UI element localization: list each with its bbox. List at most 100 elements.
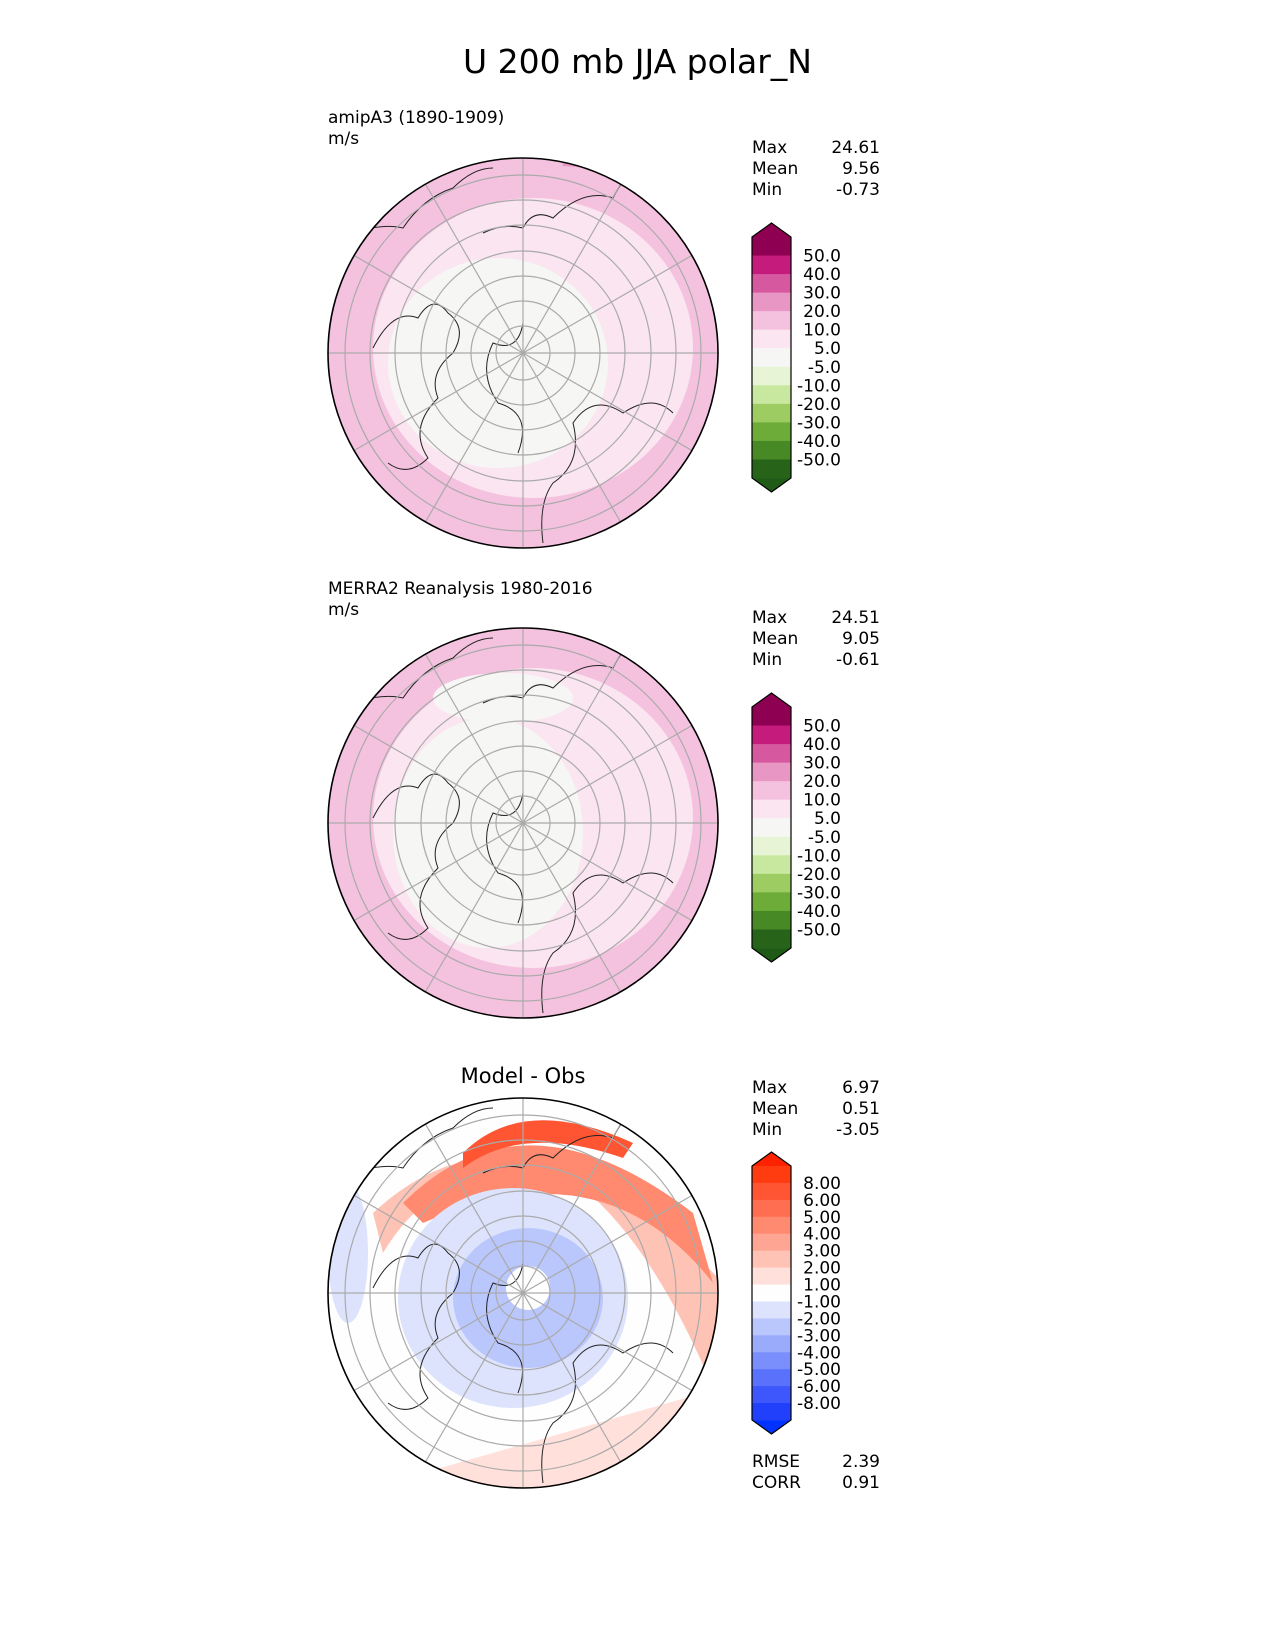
colorbar-segment <box>752 440 791 460</box>
stat-label: Mean <box>752 1099 799 1119</box>
longitude-gridline <box>424 653 622 993</box>
colorbar-segment <box>752 292 791 312</box>
map-boundary <box>327 1097 719 1489</box>
colorbar-outline <box>751 692 792 963</box>
map-fill <box>328 628 718 1018</box>
colorbar-segment <box>752 1199 791 1218</box>
colorbar-panel1: 50.040.030.020.010.05.0-5.0-10.0-20.0-30… <box>751 222 841 493</box>
contour-6-8 <box>463 1120 633 1168</box>
stat-value: 9.05 <box>842 629 880 649</box>
colorbar-outline <box>751 222 792 493</box>
colorbar-tick-label: 5.0 <box>814 809 841 829</box>
colorbar-segment <box>752 1250 791 1269</box>
colorbar-panel3: 8.006.005.004.003.002.001.00-1.00-2.00-3… <box>751 1151 841 1435</box>
colorbar-tick-label: -5.0 <box>808 828 841 848</box>
metric-value: 0.91 <box>842 1473 880 1493</box>
colorbar-segment <box>752 1369 791 1387</box>
colorbar-segment <box>752 1301 791 1319</box>
coastline <box>486 1262 524 1394</box>
colorbar-extend-min <box>752 478 791 492</box>
colorbar-tick-label: 4.00 <box>803 1225 841 1245</box>
stat-label: Min <box>752 650 783 670</box>
colorbar-tick-label: 10.0 <box>803 321 841 341</box>
coastline <box>486 322 524 454</box>
colorbar-tick-label: -40.0 <box>797 432 841 452</box>
stat-value: 24.51 <box>831 608 880 628</box>
metric-label: CORR <box>752 1473 801 1493</box>
colorbar-tick-label: -20.0 <box>797 395 841 415</box>
stat-value: -0.73 <box>836 180 880 200</box>
colorbar-segment <box>752 348 791 368</box>
colorbar-segment <box>752 744 791 764</box>
colorbar-tick-label: 3.00 <box>803 1242 841 1262</box>
contour-neg2-neg1 <box>328 1183 368 1323</box>
panel3-metrics: RMSE 2.39 CORR 0.91 <box>752 1452 880 1494</box>
colorbar-segment <box>752 237 791 257</box>
map-fill <box>328 158 718 548</box>
colorbar-tick-label: 50.0 <box>803 717 841 737</box>
panel1-stats: Max 24.61 Mean 9.56 Min -0.73 <box>752 138 880 201</box>
colorbar-segment <box>752 255 791 275</box>
coastline <box>541 872 674 1014</box>
contour-neg1-1 <box>506 1266 550 1310</box>
colorbar-tick-label: 20.0 <box>803 772 841 792</box>
panel2-name: MERRA2 Reanalysis 1980-2016 <box>328 579 593 599</box>
colorbar-segment <box>752 725 791 745</box>
coastline <box>486 792 524 924</box>
colorbar-tick-label: 5.00 <box>803 1208 841 1228</box>
colorbar-segment <box>752 781 791 801</box>
metric-value: 2.39 <box>842 1452 880 1472</box>
coastline <box>541 402 674 544</box>
colorbar-tick-label: 40.0 <box>803 735 841 755</box>
panel1-header: amipA3 (1890-1909) m/s <box>328 108 504 150</box>
stat-label: Min <box>752 1120 783 1140</box>
colorbar-segment <box>752 1352 791 1370</box>
colorbar-tick-label: -3.00 <box>797 1326 841 1346</box>
colorbar-extend-min <box>752 948 791 962</box>
stat-label: Max <box>752 138 788 158</box>
colorbar-panel2: 50.040.030.020.010.05.0-5.0-10.0-20.0-30… <box>751 692 841 963</box>
colorbar-extend-max <box>752 1152 791 1166</box>
colorbar-extend-max <box>752 693 791 707</box>
colorbar-segment <box>752 1267 791 1286</box>
polar-map-1 <box>327 157 719 549</box>
contour-2-3 <box>373 1157 718 1413</box>
colorbar-tick-label: 20.0 <box>803 302 841 322</box>
colorbar-segment <box>752 818 791 838</box>
longitude-gridline <box>424 1123 622 1463</box>
colorbar-tick-label: -30.0 <box>797 413 841 433</box>
stat-value: 6.97 <box>842 1078 880 1098</box>
colorbar-segment <box>752 929 791 949</box>
colorbar-tick-label: -8.00 <box>797 1394 841 1414</box>
colorbar-tick-label: 30.0 <box>803 284 841 304</box>
colorbar-tick-label: 30.0 <box>803 754 841 774</box>
stat-value: -3.05 <box>836 1120 880 1140</box>
colorbar-segment <box>752 1182 791 1201</box>
stat-label: Mean <box>752 159 799 179</box>
colorbar-tick-label: 8.00 <box>803 1174 841 1194</box>
colorbar-tick-label: 40.0 <box>803 265 841 285</box>
colorbar-tick-label: 10.0 <box>803 791 841 811</box>
colorbar-tick-label: -50.0 <box>797 450 841 470</box>
colorbar-tick-label: -30.0 <box>797 883 841 903</box>
colorbar-segment <box>752 403 791 423</box>
longitude-gridline <box>424 183 622 523</box>
colorbar-segment <box>752 1166 791 1184</box>
colorbar-segment <box>752 1216 791 1235</box>
colorbar-tick-label: -20.0 <box>797 865 841 885</box>
colorbar-segment <box>752 707 791 727</box>
colorbar-segment <box>752 910 791 930</box>
colorbar-tick-label: 2.00 <box>803 1259 841 1279</box>
colorbar-segment <box>752 1335 791 1353</box>
coastline <box>352 167 494 234</box>
coastline <box>352 1107 494 1174</box>
stat-value: 0.51 <box>842 1099 880 1119</box>
colorbar-segment <box>752 836 791 856</box>
map-fill <box>328 1098 718 1488</box>
colorbar-tick-label: -2.00 <box>797 1309 841 1329</box>
colorbar-segment <box>752 873 791 893</box>
stat-value: 9.56 <box>842 159 880 179</box>
panel2-stats: Max 24.51 Mean 9.05 Min -0.61 <box>752 608 880 671</box>
colorbar-tick-label: -10.0 <box>797 846 841 866</box>
